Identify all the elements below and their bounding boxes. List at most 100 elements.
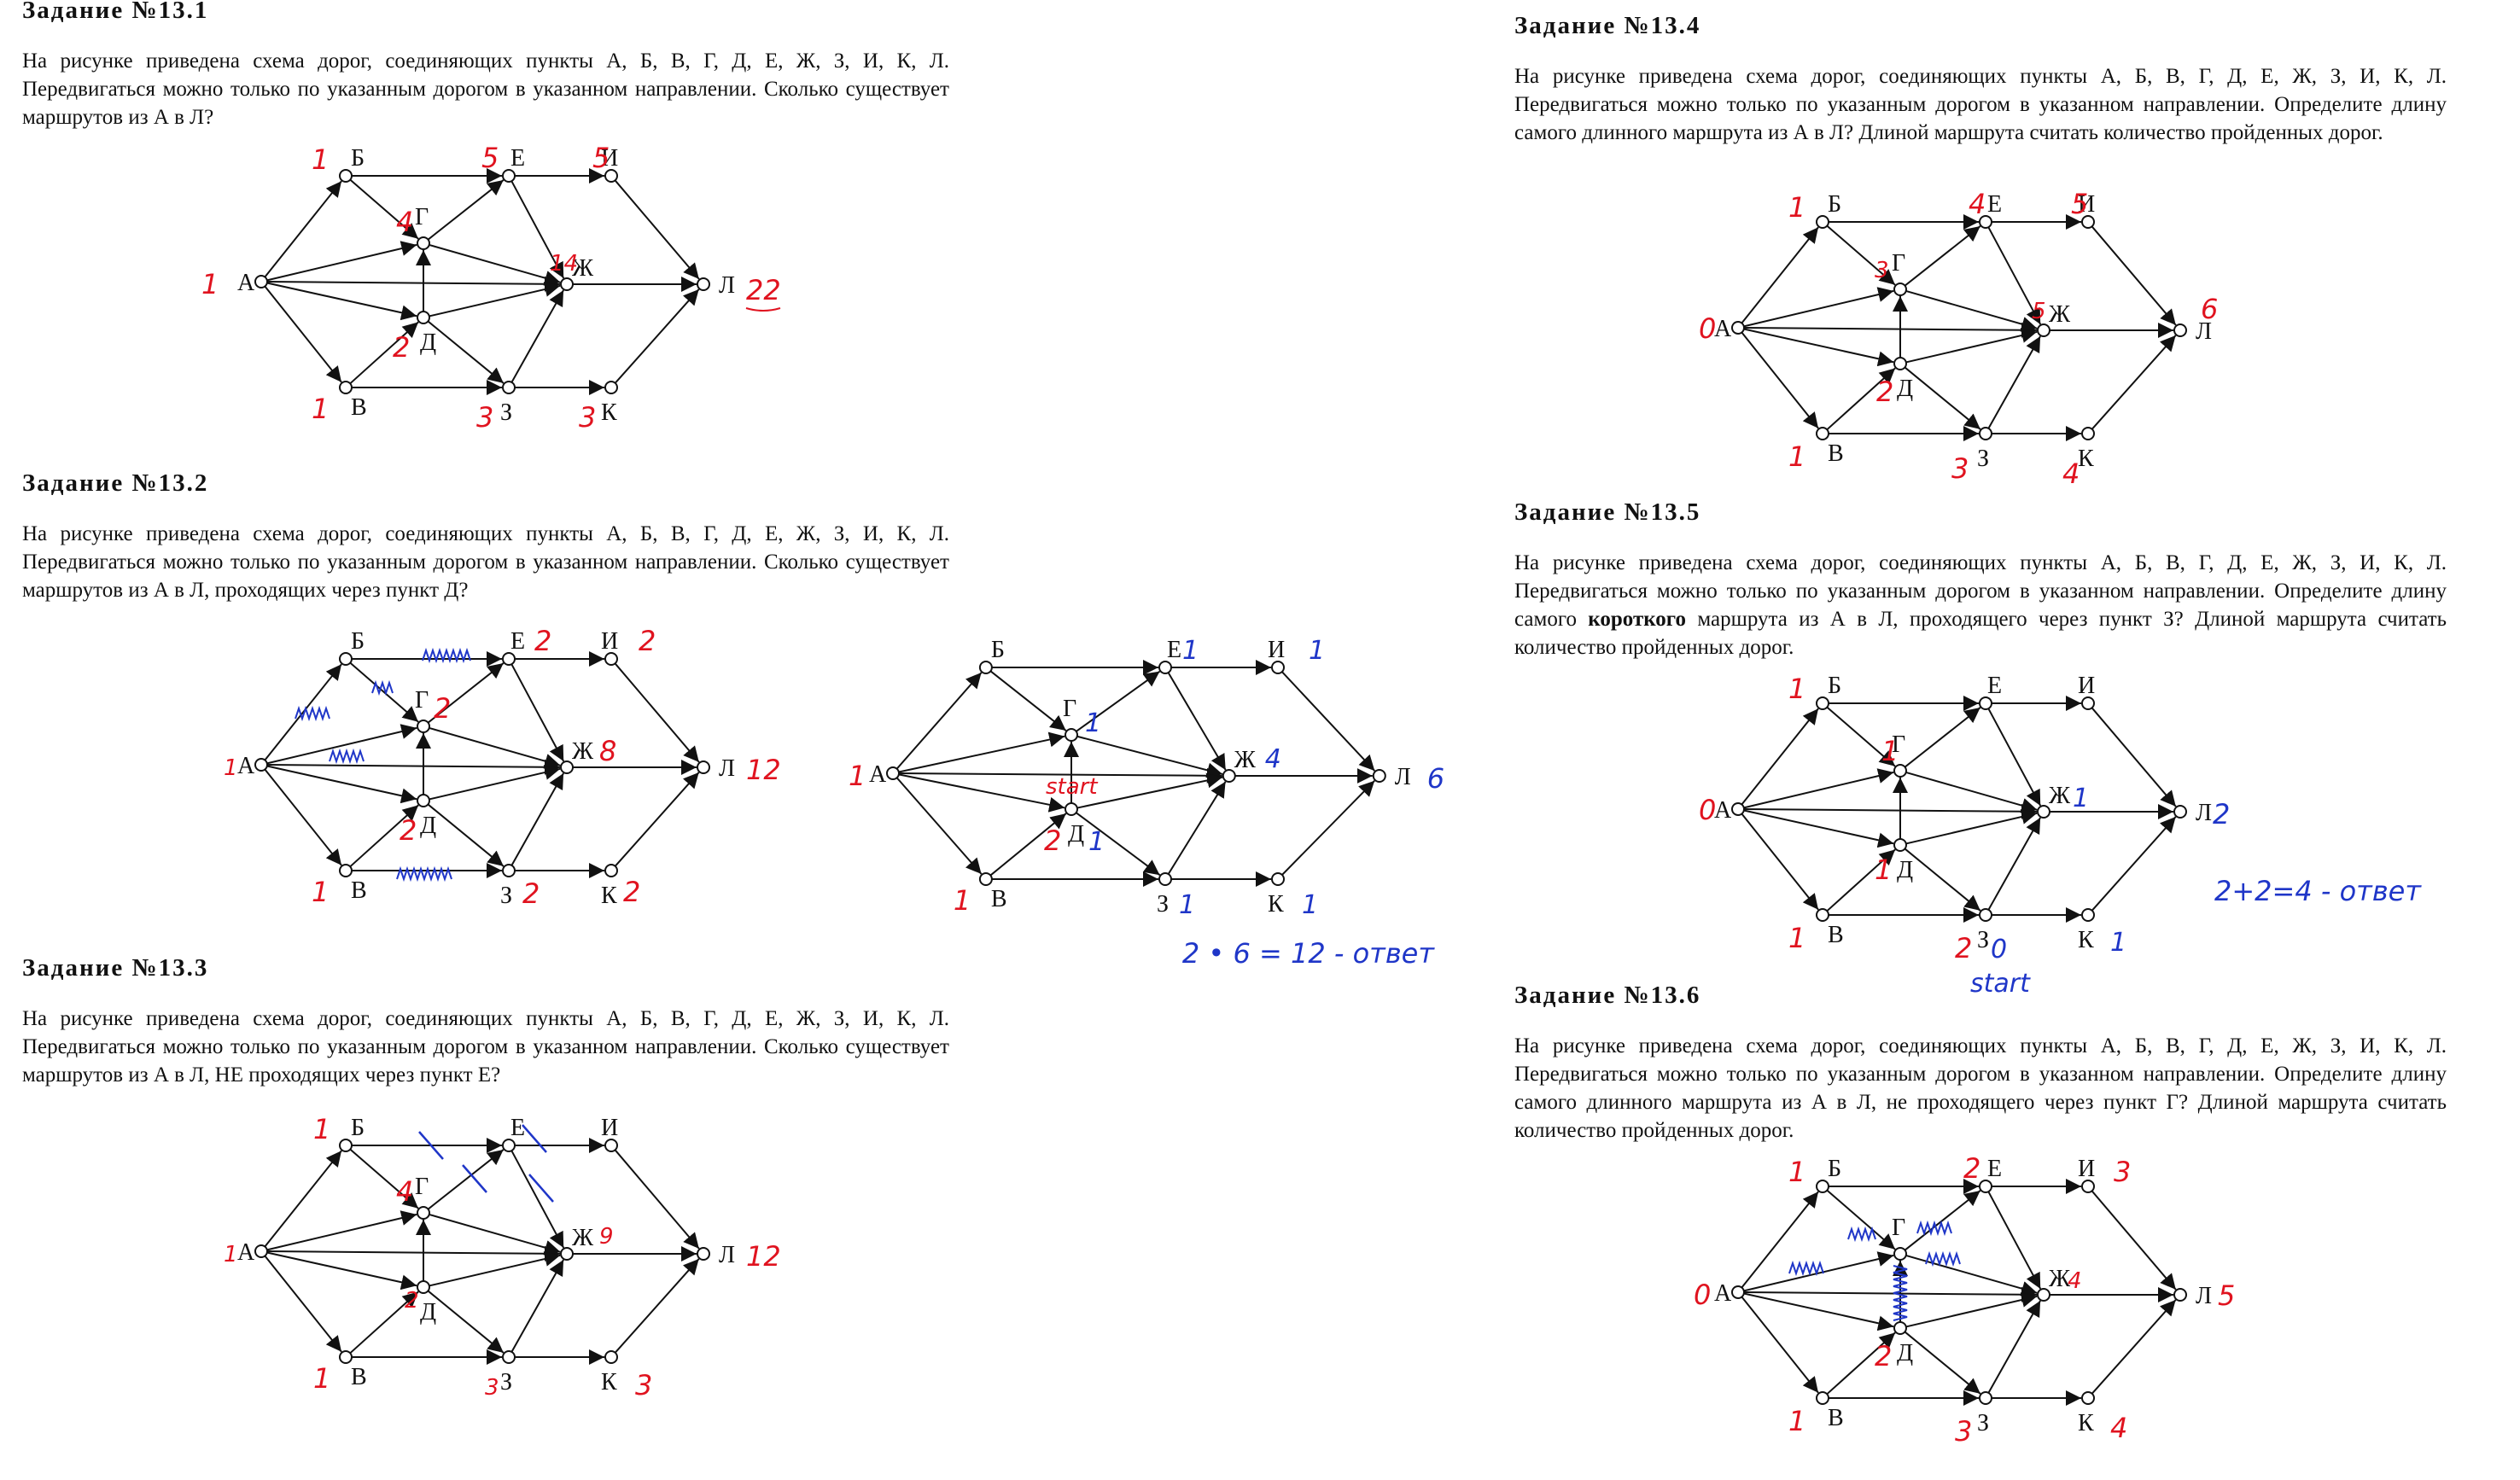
road-A-B [1741, 708, 1819, 806]
road-K-L [614, 1258, 700, 1354]
node-A [886, 766, 900, 780]
node-label: Г [1892, 731, 1905, 758]
road-Z-Zh [1987, 817, 2041, 911]
road-V-D [1826, 367, 1896, 431]
task-title: Задание №13.1 [22, 0, 209, 24]
node-label: Е [510, 1115, 525, 1141]
annotation: 4 [396, 206, 413, 238]
road-E-Zh [1987, 1191, 2042, 1290]
annotation: 1 [312, 143, 329, 176]
node-E [502, 169, 516, 183]
node-label: А [237, 1239, 255, 1266]
annotation: 5 [592, 142, 610, 174]
node-I [604, 1139, 618, 1152]
annotation: 6 [1427, 762, 1444, 795]
road-E-Zh [510, 180, 565, 279]
road-A-G [1743, 768, 1894, 809]
annotation: 3 [476, 401, 493, 434]
road-D-Zh [1076, 772, 1223, 809]
annotation: 1 [224, 755, 238, 781]
node-Zh [560, 760, 574, 774]
annotation: 1 [224, 1242, 238, 1267]
annotation: 1 [954, 884, 971, 917]
node-label: Б [1828, 1156, 1841, 1182]
task-text: На рисунке приведена схема дорог, соедин… [22, 50, 949, 129]
road-E-Zh [1987, 708, 2042, 807]
node-D [417, 311, 430, 324]
node-V [339, 381, 353, 394]
road-A-G [266, 724, 417, 765]
graph-13-6: А Б В Г Д Е Ж З И К Л 0 1 1 2 2 3 4 3 4 5 [1694, 1152, 2235, 1448]
road-Z-Zh [1987, 335, 2041, 429]
annotation: 1 [313, 1362, 330, 1395]
annotation: 2 [639, 625, 656, 657]
annotation: 4 [1265, 744, 1281, 774]
road-A-Zh [266, 1245, 561, 1261]
road-K-L [2091, 816, 2177, 912]
annotation: 1 [1788, 673, 1805, 705]
node-label: И [601, 1115, 618, 1141]
node-label: И [2078, 191, 2095, 218]
annotation: 1 [1788, 922, 1805, 954]
annotation: 14 [550, 251, 578, 277]
node-L [697, 1247, 710, 1261]
node-label: Г [415, 687, 429, 714]
annotation: 2 [1876, 376, 1893, 408]
road-B-G [349, 661, 419, 723]
road-A-V [264, 1255, 342, 1353]
node-label: Ж [1234, 747, 1257, 773]
node-Zh [560, 1247, 574, 1261]
node-E [502, 652, 516, 666]
task-13-6: Задание №13.6 На рисунке приведена схема… [1514, 982, 2447, 1145]
annotation: 4 [396, 1175, 413, 1208]
node-K [2081, 908, 2095, 922]
annotation: 2 [1955, 932, 1972, 964]
task-13-3: Задание №13.3 На рисунке приведена схема… [22, 954, 949, 1089]
node-label: Г [1892, 1215, 1905, 1241]
road-D-Z [1904, 366, 1981, 430]
annotation: 1 [1309, 636, 1325, 666]
road-V-D [349, 321, 419, 385]
road-A-B [264, 1150, 342, 1248]
node-Z [502, 381, 516, 394]
road-G-E [1076, 670, 1161, 732]
road-K-L [614, 772, 700, 867]
annotation: 2 [400, 814, 417, 847]
road-G-Zh [1905, 1254, 2038, 1296]
annotation: 3 [1875, 258, 1889, 283]
node-A [254, 275, 268, 288]
node-A [254, 758, 268, 772]
node-label: А [1714, 316, 1732, 342]
node-label: Е [510, 628, 525, 655]
node-I [2081, 1180, 2095, 1193]
node-L [697, 277, 710, 291]
node-label: З [500, 1369, 512, 1396]
node-E [1979, 215, 1992, 229]
road-G-E [1904, 225, 1981, 287]
node-B [339, 652, 353, 666]
node-label: В [991, 886, 1007, 912]
annotation: 0 [1699, 794, 1716, 826]
annotation: 2 [405, 1288, 419, 1314]
node-B [1816, 696, 1829, 710]
node-label: К [2078, 1410, 2094, 1436]
node-label: К [601, 399, 617, 426]
road-A-V [264, 285, 342, 383]
annotation: 12 [746, 754, 781, 786]
node-L [2173, 1288, 2187, 1302]
scribble-mark [329, 748, 365, 765]
node-label: Б [351, 1115, 365, 1141]
node-label: Л [2196, 1283, 2212, 1309]
road-Z-Zh [1167, 781, 1227, 875]
node-B [339, 1139, 353, 1152]
cross-mark [528, 1174, 554, 1203]
annotation: 3 [2114, 1156, 2131, 1188]
road-D-Zh [429, 282, 561, 318]
node-label: Ж [2049, 1266, 2071, 1292]
node-label: В [351, 394, 367, 421]
node-label: В [351, 1364, 367, 1390]
node-label: Б [351, 628, 365, 655]
annotation: 0 [1694, 1279, 1711, 1311]
node-label: А [1714, 797, 1732, 824]
